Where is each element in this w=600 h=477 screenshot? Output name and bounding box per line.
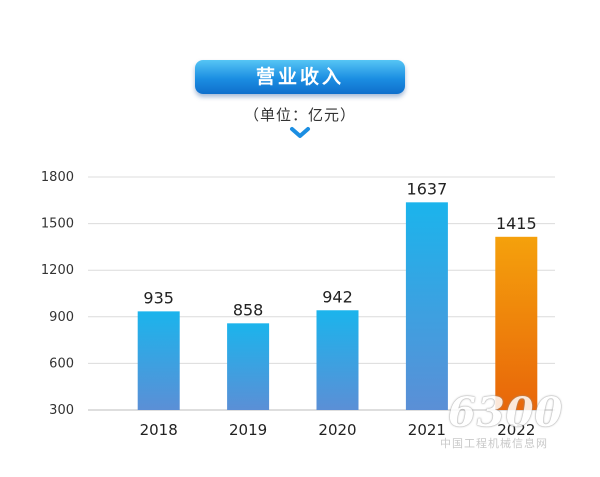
- bar-2019: [227, 323, 270, 410]
- value-label-2020: 942: [322, 287, 353, 306]
- y-tick-label-1200: 1200: [41, 263, 74, 278]
- x-tick-label-2020: 2020: [318, 421, 356, 439]
- y-tick-label-900: 900: [49, 310, 74, 325]
- x-tick-label-2019: 2019: [229, 421, 267, 439]
- watermark: 6300 中国工程机械信息网: [440, 389, 600, 477]
- x-tick-label-2022: 2022: [497, 421, 535, 439]
- chart-title: 营业收入: [195, 60, 405, 94]
- watermark-logo: 6300: [448, 389, 564, 436]
- bar-2021: [405, 202, 448, 410]
- y-tick-label-300: 300: [49, 403, 74, 418]
- value-label-2018: 935: [143, 288, 174, 307]
- unit-label: （单位：亿元）: [243, 106, 356, 124]
- y-tick-label-600: 600: [49, 356, 74, 371]
- x-tick-label-2021: 2021: [408, 421, 446, 439]
- bar-2020: [316, 310, 359, 410]
- value-label-2021: 1637: [407, 179, 448, 198]
- watermark-text: 中国工程机械信息网: [440, 437, 548, 450]
- value-label-2019: 858: [233, 300, 264, 319]
- chevron-down-icon: [290, 127, 310, 138]
- value-label-2022: 1415: [496, 214, 537, 233]
- y-tick-label-1500: 1500: [41, 217, 74, 232]
- y-tick-label-1800: 1800: [41, 170, 74, 185]
- bar-2022: [495, 236, 538, 410]
- bar-2018: [137, 311, 180, 410]
- x-tick-label-2018: 2018: [140, 421, 178, 439]
